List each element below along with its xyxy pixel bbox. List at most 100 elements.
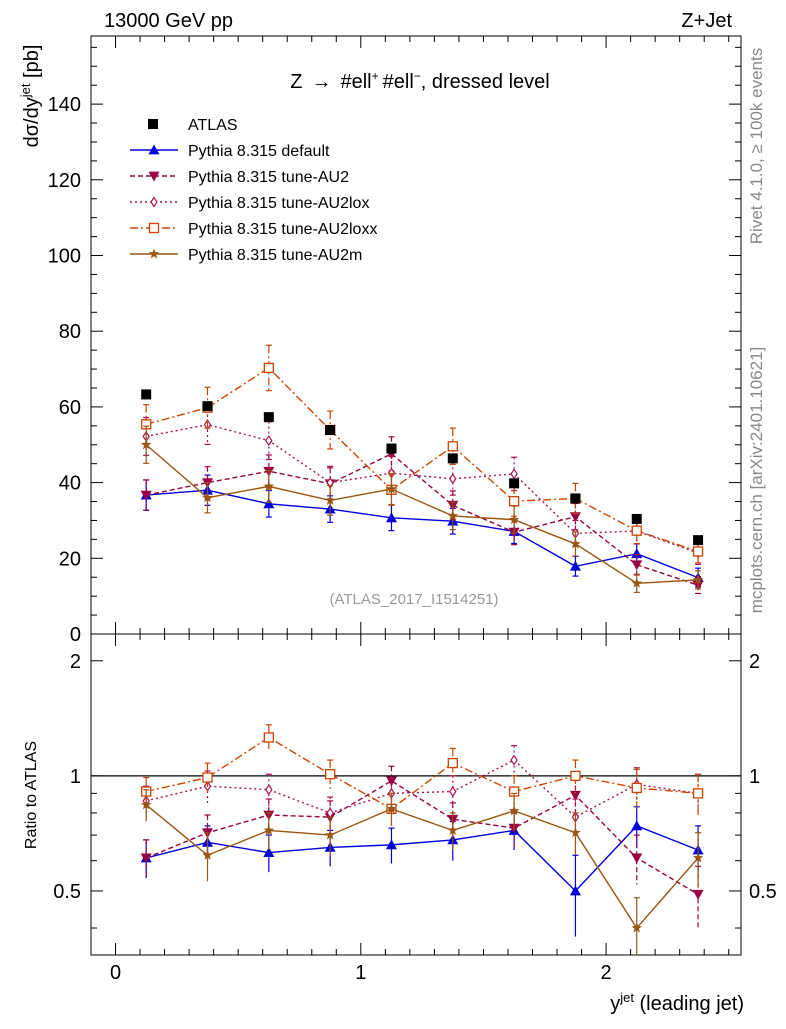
x-tick-label: 0 bbox=[110, 962, 121, 984]
series-4-point bbox=[692, 574, 704, 585]
series-1-ratio-point bbox=[631, 853, 643, 864]
series-0-ratio-point bbox=[631, 820, 643, 831]
mcplots-url-label: mcplots.cern.ch [arXiv:2401.10621] bbox=[747, 347, 766, 613]
series-4-point bbox=[140, 439, 152, 450]
legend-series-4-label: Pythia 8.315 tune-AU2m bbox=[188, 247, 362, 264]
atlas-data-point bbox=[447, 453, 458, 464]
atlas-data-point bbox=[693, 535, 704, 546]
analysis-id-label: (ATLAS_2017_I1514251) bbox=[329, 591, 498, 608]
ratio-y-axis-label: Ratio to ATLAS bbox=[23, 741, 40, 849]
y-tick-label: 80 bbox=[59, 321, 81, 343]
x-tick-label: 1 bbox=[355, 962, 366, 984]
series-0-point bbox=[385, 512, 397, 523]
series-4-point bbox=[386, 483, 397, 494]
series-4-point bbox=[324, 494, 336, 505]
series-3-ratio-line bbox=[146, 736, 699, 810]
legend: ATLAS Pythia 8.315 default Pythia 8.315 tu… bbox=[130, 117, 377, 264]
series-3-point bbox=[508, 496, 520, 507]
series-3-ratio-point bbox=[570, 770, 581, 782]
series-4-ratio-point bbox=[631, 922, 642, 933]
series-4-ratio-point bbox=[692, 852, 704, 863]
series-0-point bbox=[263, 498, 275, 509]
series-4-point bbox=[631, 577, 642, 588]
ratio-tick-label-right: 1 bbox=[749, 766, 760, 788]
y-tick-label: 100 bbox=[48, 246, 81, 268]
y-tick-label: 140 bbox=[48, 94, 81, 116]
series-2-line bbox=[146, 423, 699, 554]
chart-title: Z → #ell+ #ell−, dressed level bbox=[290, 69, 550, 93]
series-1-ratio-point bbox=[385, 776, 397, 787]
series-2-point bbox=[265, 435, 273, 447]
legend-series-2-marker bbox=[150, 196, 158, 208]
process-label: Z+Jet bbox=[681, 10, 732, 32]
series-2-ratio-point bbox=[449, 785, 457, 798]
series-2-ratio-point bbox=[510, 754, 518, 766]
series-3-line bbox=[146, 367, 699, 553]
y-axis-label: dσ/dyjet [pb] bbox=[18, 45, 43, 148]
series-0-ratio-point bbox=[263, 847, 275, 857]
series-4-ratio-point bbox=[140, 799, 152, 810]
series-4-point bbox=[570, 538, 581, 549]
series-0-ratio-point bbox=[569, 885, 581, 896]
energy-label: 13000 GeV pp bbox=[104, 10, 233, 32]
atlas-data-point bbox=[631, 513, 642, 524]
series-4-point bbox=[263, 480, 275, 491]
series-4-ratio-point bbox=[508, 805, 520, 816]
series-0-ratio-point bbox=[385, 839, 397, 850]
atlas-data-point bbox=[141, 389, 152, 400]
y-tick-label: 20 bbox=[59, 548, 81, 570]
series-4-ratio-point bbox=[202, 849, 213, 860]
ratio-tick-label-left: 0.5 bbox=[53, 881, 81, 903]
series-3-ratio-point bbox=[447, 757, 458, 769]
series-0-point bbox=[569, 560, 581, 571]
series-2-point bbox=[449, 473, 457, 485]
y-tick-label-zero: 0 bbox=[70, 624, 81, 646]
series-3-point bbox=[447, 441, 458, 452]
series-4-ratio-point bbox=[570, 827, 581, 838]
ratio-frame bbox=[90, 633, 742, 956]
legend-series-1-marker bbox=[148, 171, 160, 182]
ratio-tick-label-right: 0.5 bbox=[749, 881, 777, 903]
series-2-ratio-point bbox=[265, 784, 273, 796]
y-tick-label: 40 bbox=[59, 473, 81, 495]
legend-series-3-marker bbox=[148, 222, 160, 234]
series-4-ratio-point bbox=[386, 803, 397, 814]
y-tick-label: 120 bbox=[48, 170, 81, 192]
atlas-data-point bbox=[202, 401, 213, 412]
series-3-ratio-point bbox=[263, 732, 274, 743]
y-tick-label: 60 bbox=[59, 397, 81, 419]
series-3-ratio-point bbox=[325, 769, 336, 780]
series-3-point bbox=[692, 546, 704, 557]
series-0-point bbox=[631, 548, 643, 559]
atlas-data-point bbox=[263, 412, 274, 423]
series-3-ratio-point bbox=[631, 782, 642, 794]
atlas-data-point bbox=[386, 443, 397, 454]
x-tick-label: 2 bbox=[601, 962, 612, 984]
legend-series-4-marker bbox=[148, 248, 160, 259]
series-1-line bbox=[146, 453, 699, 586]
atlas-data-point bbox=[325, 424, 336, 435]
series-3-point bbox=[631, 525, 642, 536]
series-1-point bbox=[140, 490, 152, 501]
series-0-line bbox=[146, 489, 699, 579]
series-3-ratio-point bbox=[202, 772, 213, 783]
atlas-data-point bbox=[509, 478, 520, 489]
series-4-ratio-line bbox=[145, 804, 699, 930]
series-1-ratio-point bbox=[140, 853, 152, 864]
series-2-ratio-line bbox=[146, 759, 699, 818]
legend-series-1-label: Pythia 8.315 tune-AU2 bbox=[188, 169, 349, 186]
legend-atlas-marker bbox=[148, 119, 158, 129]
series-4-point bbox=[447, 510, 459, 521]
series-1-ratio-line bbox=[145, 780, 699, 895]
x-axis-label: yjet (leading jet) bbox=[610, 990, 744, 1015]
legend-series-0-marker bbox=[148, 144, 160, 155]
atlas-data-point bbox=[570, 493, 581, 504]
series-4-ratio-point bbox=[263, 824, 275, 835]
series-4-point bbox=[202, 492, 213, 503]
series-1-ratio-point bbox=[569, 790, 581, 801]
series-0-ratio-line bbox=[146, 825, 699, 892]
series-1-ratio-point bbox=[692, 889, 704, 900]
series-3-ratio-point bbox=[692, 788, 704, 799]
ratio-tick-label-left: 1 bbox=[70, 766, 81, 788]
